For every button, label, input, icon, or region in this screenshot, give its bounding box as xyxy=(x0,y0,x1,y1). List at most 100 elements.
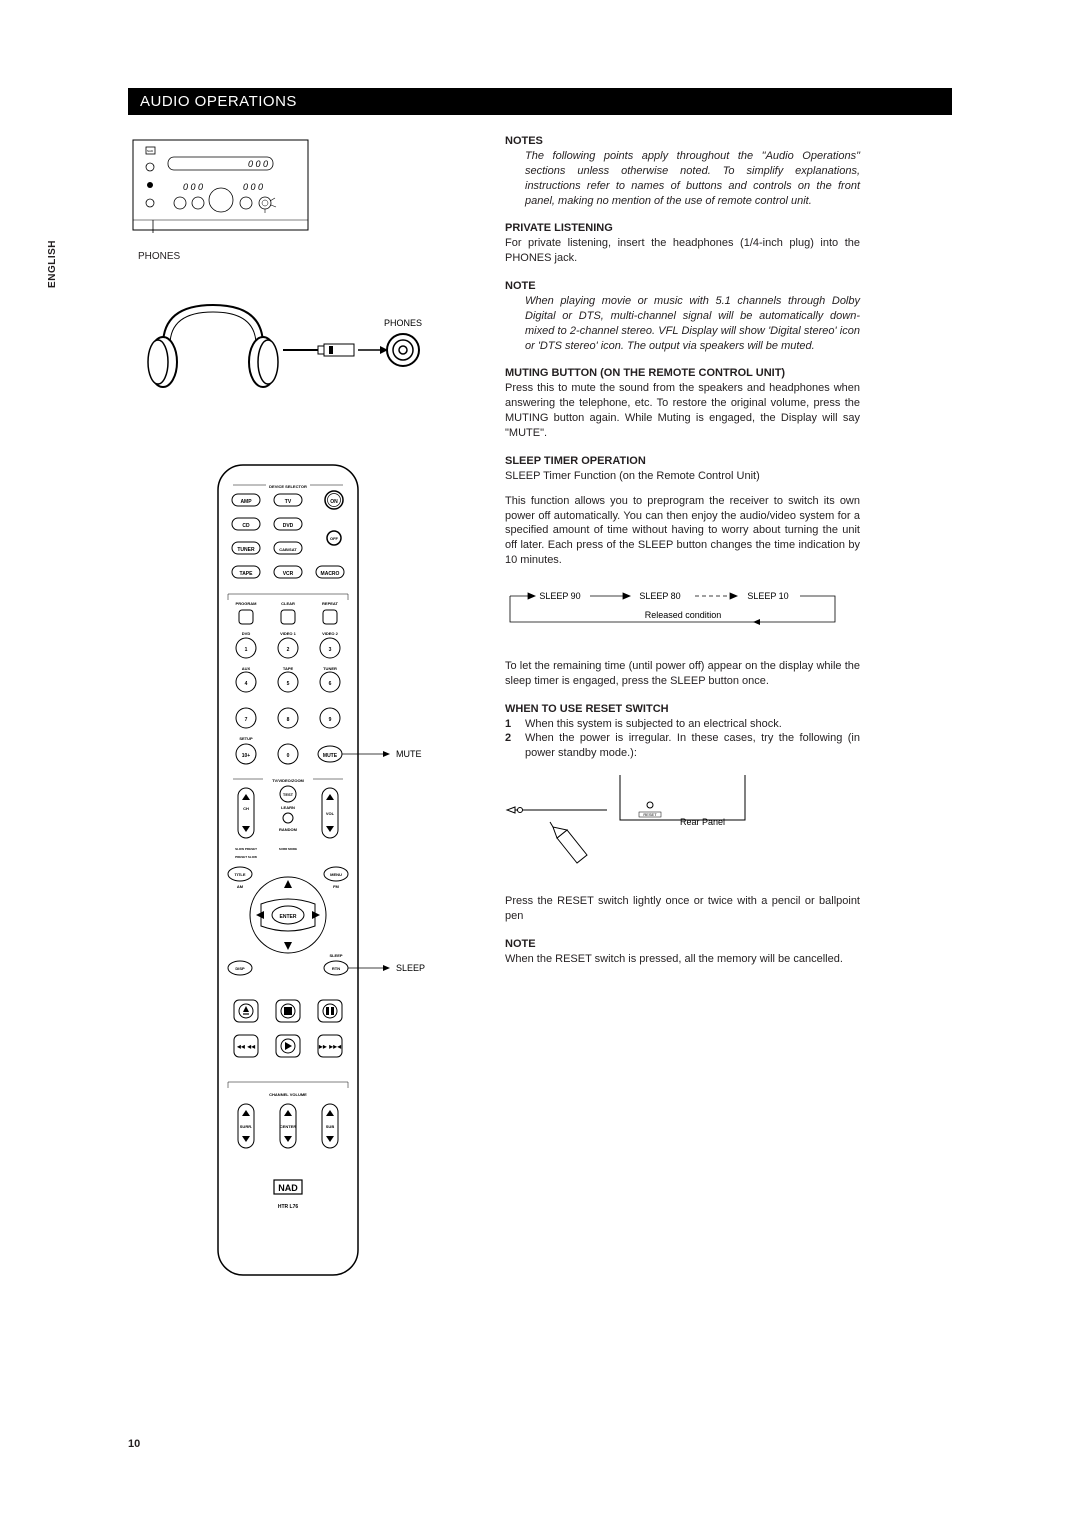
reset-list: 1When this system is subjected to an ele… xyxy=(505,717,860,762)
note2-heading: NOTE xyxy=(505,280,860,292)
svg-text:TUNER: TUNER xyxy=(237,547,255,553)
svg-text:Released condition: Released condition xyxy=(645,610,722,620)
svg-text:ON: ON xyxy=(330,499,338,505)
private-listening-heading: PRIVATE LISTENING xyxy=(505,222,860,234)
note3-body: When the RESET switch is pressed, all th… xyxy=(505,952,860,967)
right-column: NOTES The following points apply through… xyxy=(505,135,860,981)
svg-text:ENTER: ENTER xyxy=(280,914,297,920)
svg-text:DEVICE SELECTOR: DEVICE SELECTOR xyxy=(269,484,307,489)
section-header: AUDIO OPERATIONS xyxy=(128,88,952,115)
svg-text:8: 8 xyxy=(287,717,290,723)
note2-body: When playing movie or music with 5.1 cha… xyxy=(505,294,860,353)
svg-text:TV: TV xyxy=(285,499,292,505)
muting-body: Press this to mute the sound from the sp… xyxy=(505,381,860,440)
svg-text:VOL: VOL xyxy=(326,811,335,816)
private-listening-body: For private listening, insert the headph… xyxy=(505,236,860,266)
svg-text:PHONES: PHONES xyxy=(384,318,422,328)
svg-text:NAD: NAD xyxy=(147,149,154,153)
muting-heading: MUTING BUTTON (ON THE REMOTE CONTROL UNI… xyxy=(505,367,860,379)
svg-text:RESET: RESET xyxy=(643,812,657,817)
svg-text:DVD: DVD xyxy=(242,631,251,636)
svg-text:REPEAT: REPEAT xyxy=(322,601,338,606)
svg-text:CAB/SAT: CAB/SAT xyxy=(279,547,297,552)
reset-item-2: 2When the power is irregular. In these c… xyxy=(505,731,860,761)
svg-text:OFF: OFF xyxy=(330,536,339,541)
page-number: 10 xyxy=(128,1438,140,1450)
sleep-diagram: SLEEP 90 SLEEP 80 SLEEP 10 Released cond… xyxy=(505,582,860,640)
phones-caption: PHONES xyxy=(138,251,468,262)
svg-text:5: 5 xyxy=(287,681,290,687)
svg-text:VCR: VCR xyxy=(283,571,294,577)
svg-text:1: 1 xyxy=(245,647,248,653)
svg-text:TV/VIDEO/ZOOM: TV/VIDEO/ZOOM xyxy=(272,778,304,783)
svg-text:9: 9 xyxy=(329,717,332,723)
left-column: NAD 0 0 0 0 0 0 0 0 0 PHONES xyxy=(128,135,468,1316)
svg-text:AUX: AUX xyxy=(242,666,251,671)
svg-text:CLEAR: CLEAR xyxy=(281,601,295,606)
svg-text:TUNER: TUNER xyxy=(323,666,337,671)
reset-figure: RESET Rear Panel xyxy=(505,775,755,875)
svg-text:PROGRAM: PROGRAM xyxy=(236,601,258,606)
svg-text:SUB: SUB xyxy=(326,1124,335,1129)
svg-text:NAD: NAD xyxy=(278,1183,298,1193)
manual-page: AUDIO OPERATIONS ENGLISH NAD 0 0 0 0 0 0… xyxy=(0,0,1080,1528)
svg-text:◂◂ ◂◂: ◂◂ ◂◂ xyxy=(237,1042,255,1051)
svg-text:AM: AM xyxy=(237,884,244,889)
svg-text:6: 6 xyxy=(329,681,332,687)
svg-text:4: 4 xyxy=(245,681,248,687)
svg-text:SURR MODE: SURR MODE xyxy=(279,847,297,851)
svg-text:10+: 10+ xyxy=(242,753,251,759)
svg-text:0 0 0: 0 0 0 xyxy=(183,182,203,192)
svg-text:SETUP: SETUP xyxy=(239,736,253,741)
receiver-figure: NAD 0 0 0 0 0 0 0 0 0 xyxy=(128,135,313,235)
svg-text:0 0 0: 0 0 0 xyxy=(248,159,268,169)
svg-text:TAPE: TAPE xyxy=(283,666,294,671)
svg-text:MUTE: MUTE xyxy=(323,753,338,759)
svg-text:CH: CH xyxy=(243,806,249,811)
svg-text:Rear Panel: Rear Panel xyxy=(680,817,725,827)
notes-body: The following points apply throughout th… xyxy=(505,149,860,208)
sleep-sub: SLEEP Timer Function (on the Remote Cont… xyxy=(505,469,860,484)
svg-text:CD: CD xyxy=(242,523,250,529)
svg-text:SLEEP 10: SLEEP 10 xyxy=(747,591,788,601)
svg-text:CENTER: CENTER xyxy=(280,1124,297,1129)
svg-text:TEST: TEST xyxy=(283,792,294,797)
svg-text:SLEEP 80: SLEEP 80 xyxy=(639,591,680,601)
svg-text:VIDEO 2: VIDEO 2 xyxy=(322,631,339,636)
svg-text:MUTE: MUTE xyxy=(396,749,422,759)
svg-text:SLEEP 90: SLEEP 90 xyxy=(539,591,580,601)
reset-item-1: 1When this system is subjected to an ele… xyxy=(505,717,860,732)
svg-text:TITLE: TITLE xyxy=(234,872,245,877)
svg-text:7: 7 xyxy=(245,717,248,723)
svg-text:FM: FM xyxy=(333,884,339,889)
reset-press: Press the RESET switch lightly once or t… xyxy=(505,894,860,924)
svg-text:AMP: AMP xyxy=(240,499,252,505)
svg-text:SLOW PRESET: SLOW PRESET xyxy=(235,847,257,851)
svg-text:MACRO: MACRO xyxy=(321,571,340,577)
sleep-body: This function allows you to preprogram t… xyxy=(505,494,860,568)
language-tab: ENGLISH xyxy=(47,240,61,288)
svg-text:DVD: DVD xyxy=(283,523,294,529)
section-header-text: AUDIO OPERATIONS xyxy=(140,93,297,110)
svg-text:SURR.: SURR. xyxy=(240,1124,252,1129)
sleep-after: To let the remaining time (until power o… xyxy=(505,659,860,689)
svg-text:2: 2 xyxy=(287,647,290,653)
svg-text:MENU: MENU xyxy=(330,872,342,877)
headphones-figure: PHONES xyxy=(128,290,438,430)
reset-heading: WHEN TO USE RESET SWITCH xyxy=(505,703,860,715)
remote-figure: DEVICE SELECTOR AMP TV ON CD DVD OFF TUN… xyxy=(128,460,448,1300)
svg-text:SLEEP: SLEEP xyxy=(329,953,342,958)
svg-text:3: 3 xyxy=(329,647,332,653)
svg-text:PRESET SLOW: PRESET SLOW xyxy=(235,855,257,859)
svg-text:VIDEO 1: VIDEO 1 xyxy=(280,631,297,636)
svg-text:▸▸ ▸▸◂: ▸▸ ▸▸◂ xyxy=(319,1042,341,1051)
svg-text:0: 0 xyxy=(287,753,290,759)
note3-heading: NOTE xyxy=(505,938,860,950)
svg-text:RTN: RTN xyxy=(332,966,340,971)
svg-text:LEARN: LEARN xyxy=(281,805,295,810)
svg-text:DISP: DISP xyxy=(235,966,245,971)
svg-text:CHANNEL VOLUME: CHANNEL VOLUME xyxy=(269,1092,307,1097)
svg-text:TAPE: TAPE xyxy=(240,571,254,577)
svg-text:HTR L76: HTR L76 xyxy=(278,1204,299,1210)
svg-text:SLEEP: SLEEP xyxy=(396,963,425,973)
